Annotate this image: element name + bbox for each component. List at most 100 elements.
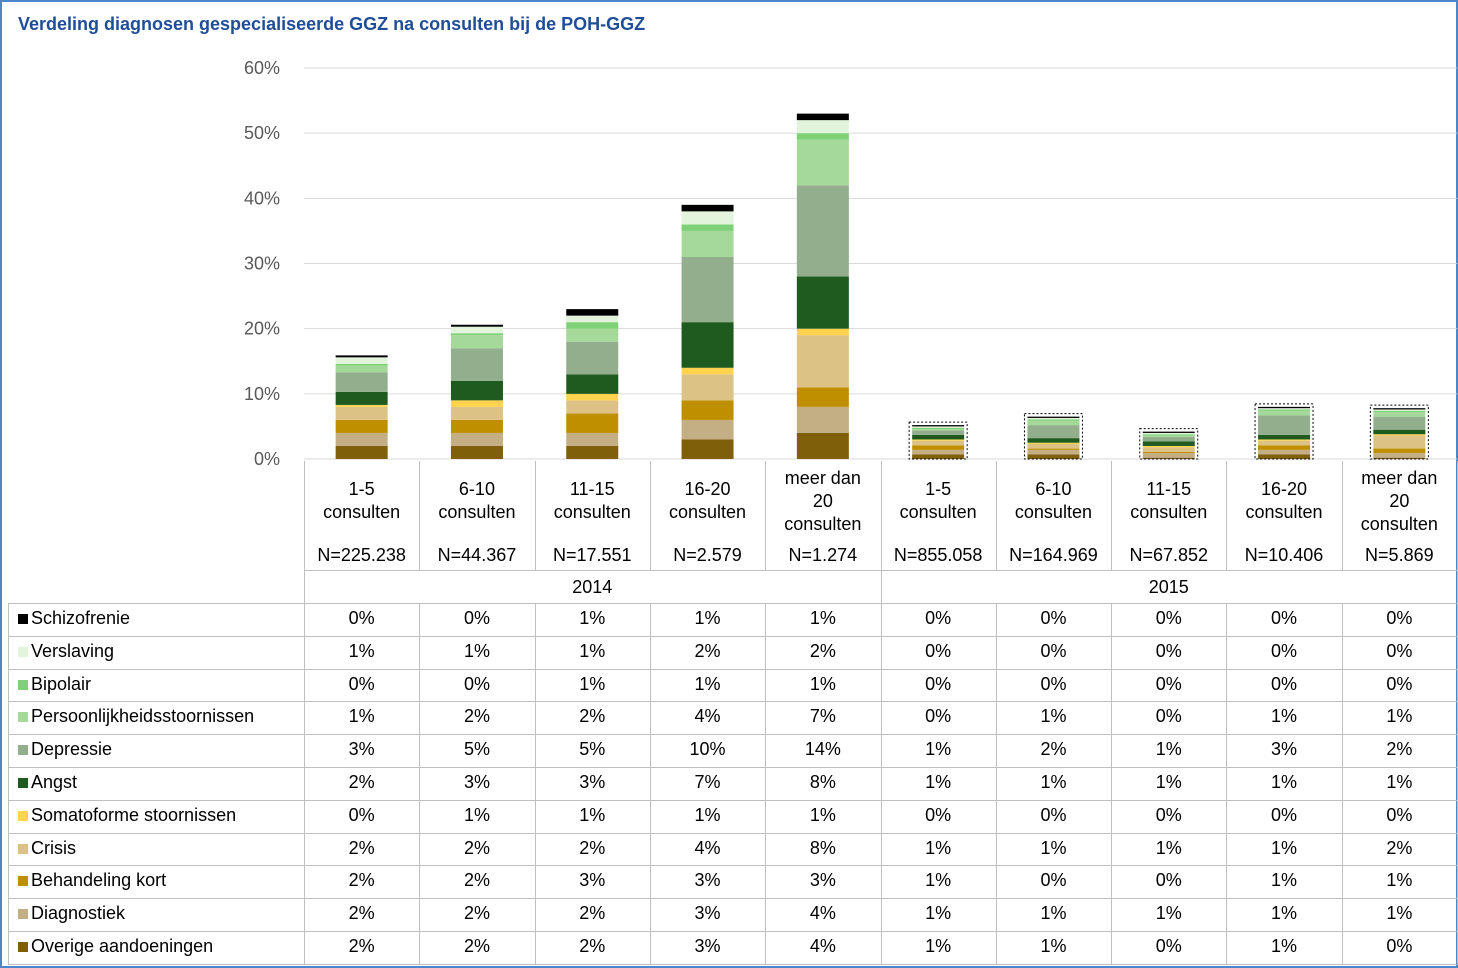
bar-segment xyxy=(1142,435,1195,437)
bar-segment xyxy=(1258,434,1311,440)
category-text: 1-5 consulten xyxy=(899,479,977,522)
table-value: 0% xyxy=(1271,640,1298,661)
table-value: 1% xyxy=(809,673,836,694)
table-value: 0% xyxy=(463,673,490,694)
table-rule xyxy=(8,668,1457,670)
table-value: 0% xyxy=(925,640,952,661)
table-value: 1% xyxy=(1155,903,1182,924)
table-rule xyxy=(8,701,1457,703)
n-label: N=67.852 xyxy=(1129,545,1209,565)
bar-segment xyxy=(335,406,388,420)
bar-segment xyxy=(1258,445,1311,450)
table-value: 2% xyxy=(348,870,375,891)
legend-swatch xyxy=(18,876,28,887)
bar-segment xyxy=(1142,431,1195,433)
bar-segment xyxy=(796,276,849,329)
bar-segment xyxy=(681,374,734,401)
table-value: 0% xyxy=(1040,608,1067,628)
table-value: 2% xyxy=(579,706,606,727)
bar-segment xyxy=(796,139,849,186)
x-tick-label: meer dan 20 consulten xyxy=(765,462,880,540)
category-text: 16-20 consulten xyxy=(669,479,747,522)
bar-segment xyxy=(335,357,388,364)
bar-segment xyxy=(1258,406,1311,409)
bar-segment xyxy=(681,211,734,225)
bar-segment xyxy=(566,413,619,433)
category-text: 16-20 consulten xyxy=(1245,479,1323,522)
table-value: 0% xyxy=(925,804,952,825)
table-value: 1% xyxy=(925,739,952,760)
selection-outline xyxy=(1254,403,1314,460)
bar-segment xyxy=(566,309,619,316)
table-value: 2% xyxy=(348,772,375,792)
x-tick-label: 11-15 consulten xyxy=(1111,462,1226,540)
bar-segment xyxy=(450,406,503,420)
legend-label: Behandeling kort xyxy=(31,870,167,891)
table-rule xyxy=(995,603,997,964)
bar-segment xyxy=(912,449,965,455)
table-value: 0% xyxy=(1155,608,1182,628)
bar-segment xyxy=(912,440,965,446)
table-value: 0% xyxy=(1271,804,1298,825)
bar-segment xyxy=(796,387,849,407)
table-value: 2% xyxy=(348,903,375,924)
bar-segment xyxy=(1142,451,1195,454)
x-tick-label: meer dan 20 consulten xyxy=(1342,462,1457,540)
bar-segment xyxy=(912,427,965,430)
table-rule xyxy=(304,461,305,570)
bar-segment xyxy=(1373,410,1426,413)
table-rule xyxy=(880,570,882,603)
bar-segment xyxy=(681,419,734,440)
n-label: N=855.058 xyxy=(893,545,983,565)
table-value: 1% xyxy=(1040,903,1067,924)
bar-segment xyxy=(335,355,388,358)
bar-segment xyxy=(796,432,849,459)
bar-segment xyxy=(796,185,849,277)
legend-label: Persoonlijkheidsstoornissen xyxy=(31,706,255,727)
table-value: 2% xyxy=(463,936,490,956)
table-value: 7% xyxy=(809,706,836,727)
table-rule xyxy=(880,461,882,570)
table-rule xyxy=(995,461,997,570)
bar-segment xyxy=(796,120,849,134)
table-rule xyxy=(1111,461,1113,570)
bar-segment xyxy=(681,367,734,375)
bar-segment xyxy=(1027,425,1080,439)
table-value: 1% xyxy=(1040,772,1067,792)
bar-segment xyxy=(335,365,388,373)
table-value: 0% xyxy=(1155,640,1182,661)
bar-segment xyxy=(1258,449,1311,455)
bar-segment xyxy=(335,363,388,366)
table-value: 2% xyxy=(1040,739,1067,760)
bar-segment xyxy=(1142,436,1195,442)
table-value: 1% xyxy=(1040,936,1067,956)
table-value: 1% xyxy=(925,837,952,858)
table-value: 1% xyxy=(694,608,721,628)
bar-segment xyxy=(450,380,503,401)
table-value: 8% xyxy=(809,837,836,858)
bar-segment xyxy=(681,400,734,420)
legend-swatch xyxy=(18,942,28,952)
bar-segment xyxy=(912,429,965,431)
table-rule xyxy=(534,461,536,570)
bar-segment xyxy=(566,393,619,401)
bar-segment xyxy=(1373,408,1426,410)
table-value: 0% xyxy=(1386,640,1413,661)
bar-segment xyxy=(912,434,965,440)
table-value: 5% xyxy=(463,739,490,760)
table-value: 1% xyxy=(1386,870,1413,891)
legend-swatch xyxy=(18,909,28,920)
bar-segment xyxy=(450,400,503,407)
bar-segment xyxy=(912,439,965,441)
table-value: 0% xyxy=(1386,673,1413,694)
bar-segment xyxy=(1373,429,1426,435)
legend-label: Diagnostiek xyxy=(31,903,126,924)
bar-segment xyxy=(1373,453,1426,458)
table-rule xyxy=(8,963,1457,965)
table-value: 1% xyxy=(1155,739,1182,760)
table-value: 1% xyxy=(1271,706,1298,727)
table-value: 0% xyxy=(925,706,952,727)
bar-segment xyxy=(681,322,734,368)
bar-segment xyxy=(1373,434,1426,436)
table-value: 1% xyxy=(579,804,606,825)
